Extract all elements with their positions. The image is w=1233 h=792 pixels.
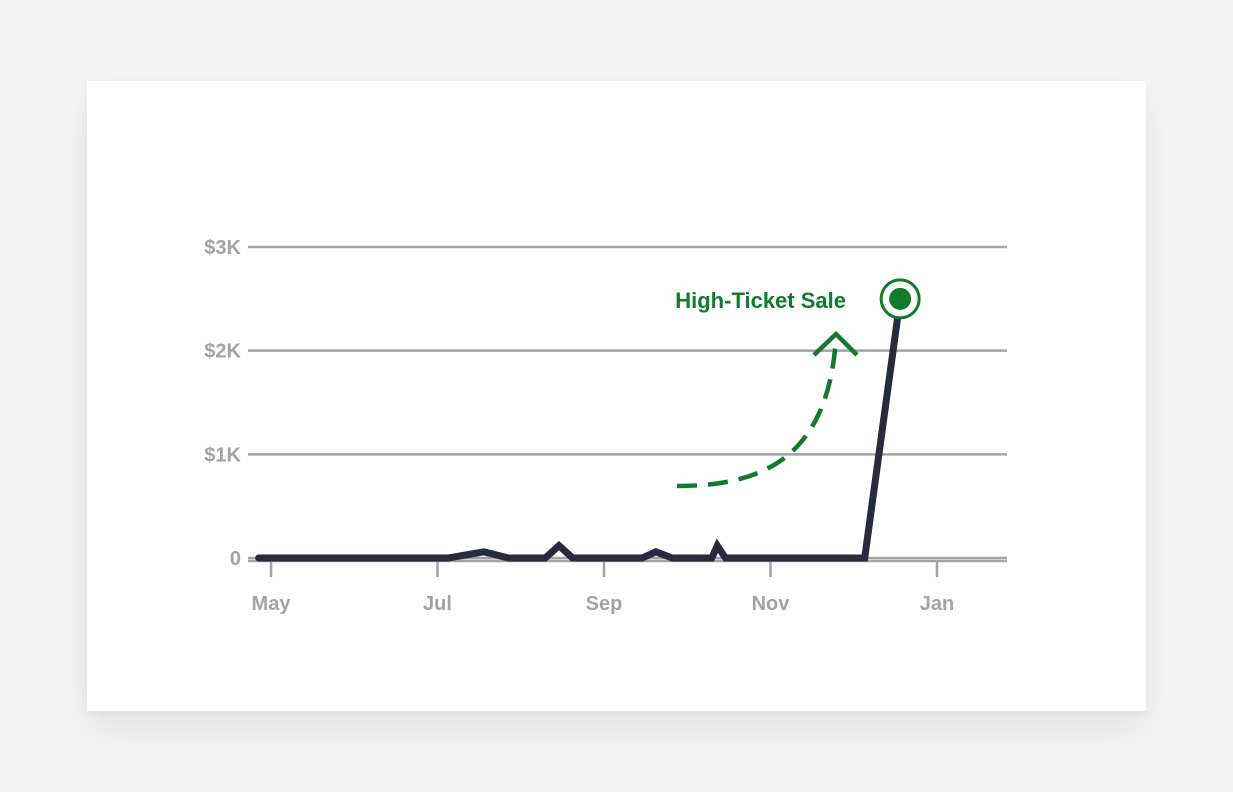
x-tick-label: Jan bbox=[920, 593, 954, 615]
x-tick-label: Nov bbox=[752, 593, 791, 615]
annotation-arrow bbox=[676, 337, 839, 489]
annotation-label: High-Ticket Sale bbox=[675, 288, 846, 313]
annotation: High-Ticket Sale bbox=[675, 288, 859, 489]
y-tick-label: $2K bbox=[204, 341, 241, 363]
highlight-dot bbox=[889, 287, 912, 310]
y-tick-labels: 0 $1K $2K $3K bbox=[204, 237, 241, 570]
x-tick-label: Jul bbox=[423, 593, 452, 615]
series-lines bbox=[255, 295, 904, 562]
annotation-arrowhead bbox=[812, 330, 859, 357]
series-line bbox=[255, 295, 904, 562]
highlight-point bbox=[879, 278, 921, 320]
y-tick-label: 0 bbox=[230, 548, 241, 570]
x-tick-labels: May Jul Sep Nov Jan bbox=[252, 593, 955, 615]
x-axis bbox=[248, 559, 1007, 577]
chart-card bbox=[87, 81, 1146, 711]
x-tick-label: Sep bbox=[586, 593, 623, 615]
y-tick-label: $3K bbox=[204, 237, 241, 259]
y-tick-label: $1K bbox=[204, 444, 241, 466]
x-tick-label: May bbox=[252, 593, 292, 615]
